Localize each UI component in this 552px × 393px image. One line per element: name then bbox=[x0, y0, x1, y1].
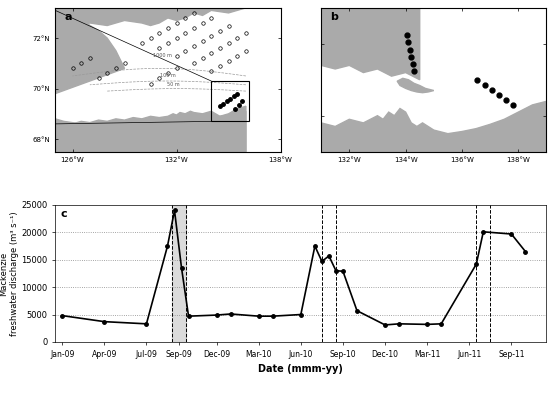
Polygon shape bbox=[55, 106, 246, 152]
Polygon shape bbox=[397, 78, 434, 93]
Bar bbox=[172, 205, 185, 342]
Bar bbox=[211, 81, 250, 121]
Text: a: a bbox=[64, 12, 72, 22]
Text: c: c bbox=[60, 209, 67, 219]
Polygon shape bbox=[321, 8, 420, 80]
Polygon shape bbox=[55, 8, 246, 31]
Text: 1000 m: 1000 m bbox=[153, 53, 172, 58]
Polygon shape bbox=[55, 8, 125, 94]
X-axis label: Date (mmm-yy): Date (mmm-yy) bbox=[258, 364, 343, 374]
Text: b: b bbox=[330, 12, 338, 22]
Text: 50 m: 50 m bbox=[167, 82, 179, 87]
Text: 100 m: 100 m bbox=[160, 73, 176, 79]
Polygon shape bbox=[321, 101, 546, 152]
Polygon shape bbox=[55, 111, 246, 152]
Y-axis label: Mackenzie
freshwater discharge (m³ s⁻¹): Mackenzie freshwater discharge (m³ s⁻¹) bbox=[0, 211, 19, 336]
